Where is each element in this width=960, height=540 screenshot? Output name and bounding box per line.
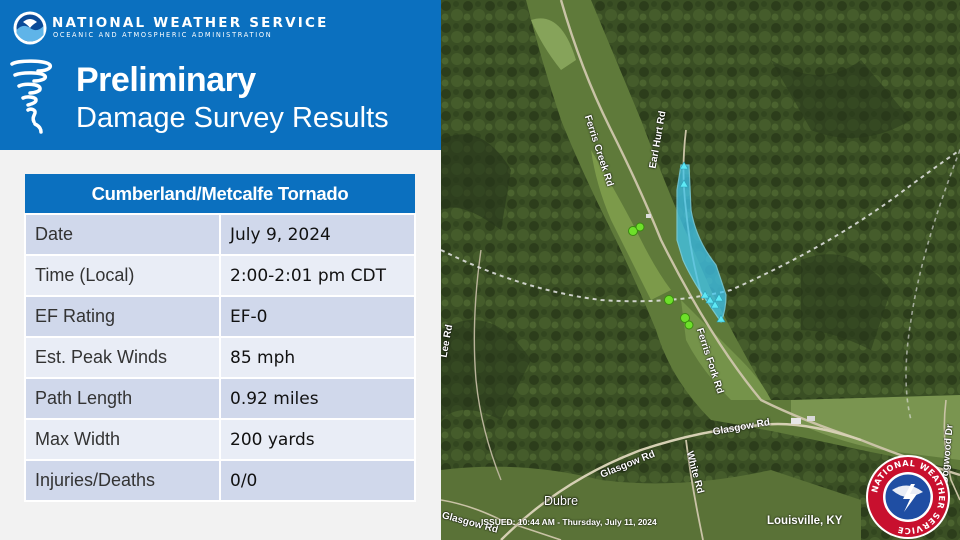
- nws-logo-icon: NATIONAL WEATHER SERVICE: [866, 455, 950, 539]
- survey-table-heading: Cumberland/Metcalfe Tornado: [25, 174, 415, 215]
- table-row: Time (Local) 2:00-2:01 pm CDT: [24, 254, 416, 297]
- row-label: EF Rating: [24, 295, 221, 338]
- issued-timestamp: ISSUED: 10:44 AM - Thursday, July 11, 20…: [481, 517, 657, 527]
- row-value: 85 mph: [219, 336, 416, 379]
- info-panel: NATIONAL WEATHER SERVICE OCEANIC AND ATM…: [0, 0, 441, 540]
- tornado-path: [676, 164, 727, 324]
- damage-map[interactable]: Ferris Creek Rd Earl Hurt Rd Ferris Fork…: [441, 0, 960, 540]
- satellite-terrain: [441, 0, 960, 540]
- place-label-dubre: Dubre: [544, 494, 579, 508]
- row-label: Path Length: [24, 377, 221, 420]
- tornado-icon: [10, 59, 53, 134]
- table-row: Date July 9, 2024: [24, 213, 416, 256]
- row-value: EF-0: [219, 295, 416, 338]
- table-row: Path Length 0.92 miles: [24, 377, 416, 420]
- table-row: Est. Peak Winds 85 mph: [24, 336, 416, 379]
- agency-subtitle: OCEANIC AND ATMOSPHERIC ADMINISTRATION: [53, 31, 273, 39]
- survey-table: Cumberland/Metcalfe Tornado Date July 9,…: [24, 174, 416, 502]
- row-value: 0/0: [219, 459, 416, 502]
- table-row: Injuries/Deaths 0/0: [24, 459, 416, 502]
- row-label: Injuries/Deaths: [24, 459, 221, 502]
- row-value: July 9, 2024: [219, 213, 416, 256]
- title-damage-survey: Damage Survey Results: [76, 102, 389, 134]
- row-label: Est. Peak Winds: [24, 336, 221, 379]
- table-row: Max Width 200 yards: [24, 418, 416, 461]
- row-label: Time (Local): [24, 254, 221, 297]
- header-banner: NATIONAL WEATHER SERVICE OCEANIC AND ATM…: [0, 0, 441, 150]
- office-location: Louisville, KY: [767, 515, 843, 527]
- table-row: EF Rating EF-0: [24, 295, 416, 338]
- row-value: 0.92 miles: [219, 377, 416, 420]
- agency-name: NATIONAL WEATHER SERVICE: [52, 15, 329, 31]
- title-preliminary: Preliminary: [76, 61, 256, 99]
- row-value: 200 yards: [219, 418, 416, 461]
- row-label: Max Width: [24, 418, 221, 461]
- row-label: Date: [24, 213, 221, 256]
- row-value: 2:00-2:01 pm CDT: [219, 254, 416, 297]
- noaa-logo-icon: [13, 11, 47, 45]
